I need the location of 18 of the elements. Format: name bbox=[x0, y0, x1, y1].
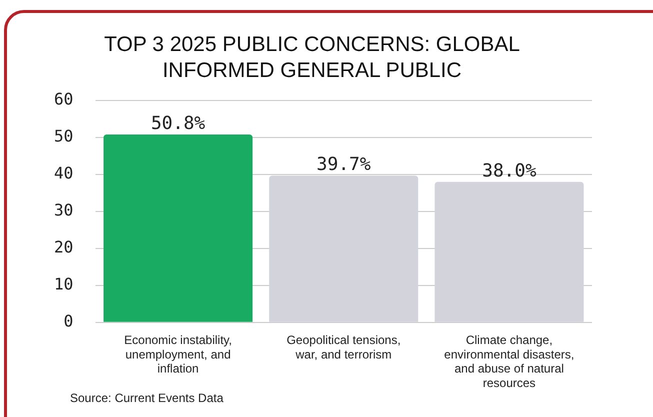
y-tick-label: 0 bbox=[64, 312, 74, 331]
data-label: 38.0% bbox=[482, 160, 536, 182]
y-tick-label: 30 bbox=[54, 200, 74, 220]
x-tick-label: Geopolitical tensions, war, and terrorism bbox=[286, 332, 401, 362]
chart-title: TOP 3 2025 PUBLIC CONCERNS: GLOBAL INFORMED GENERAL PUBLIC bbox=[104, 32, 520, 82]
y-tick-label: 40 bbox=[54, 164, 74, 183]
bar bbox=[269, 176, 418, 322]
data-label: 50.8% bbox=[150, 113, 206, 134]
source-note: Source: Current Events Data bbox=[70, 391, 224, 405]
y-tick-label: 50 bbox=[54, 126, 74, 146]
x-tick-label: Economic instability, unemployment, and inflation bbox=[124, 332, 232, 376]
y-tick-label: 10 bbox=[54, 274, 74, 294]
y-tick-label: 60 bbox=[54, 90, 74, 109]
bar bbox=[104, 134, 253, 322]
data-label: 39.7% bbox=[316, 154, 371, 176]
x-tick-label: Climate change, environmental disasters, and abuse of natural resources bbox=[444, 332, 574, 390]
y-tick-label: 20 bbox=[54, 238, 74, 257]
bar bbox=[434, 182, 584, 322]
